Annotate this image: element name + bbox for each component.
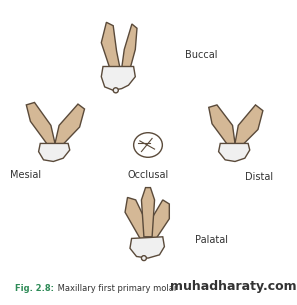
Text: Occlusal: Occlusal bbox=[127, 170, 169, 180]
Polygon shape bbox=[122, 24, 137, 68]
Polygon shape bbox=[39, 143, 70, 161]
Polygon shape bbox=[148, 200, 169, 241]
Circle shape bbox=[141, 256, 146, 260]
Polygon shape bbox=[235, 105, 263, 146]
Text: Fig. 2.8:: Fig. 2.8: bbox=[15, 284, 54, 293]
Polygon shape bbox=[26, 102, 55, 146]
Polygon shape bbox=[141, 188, 154, 237]
Text: Maxillary first primary molar: Maxillary first primary molar bbox=[55, 284, 177, 293]
Polygon shape bbox=[209, 105, 235, 146]
Polygon shape bbox=[125, 197, 148, 241]
Text: Distal: Distal bbox=[245, 172, 273, 182]
Polygon shape bbox=[219, 143, 250, 161]
Polygon shape bbox=[101, 66, 135, 90]
Text: Palatal: Palatal bbox=[195, 235, 228, 245]
Text: Buccal: Buccal bbox=[185, 50, 217, 60]
Polygon shape bbox=[101, 22, 120, 68]
Circle shape bbox=[113, 88, 118, 93]
Text: Mesial: Mesial bbox=[10, 170, 41, 180]
Text: muhadharaty.com: muhadharaty.com bbox=[170, 280, 297, 293]
Ellipse shape bbox=[134, 133, 162, 157]
Polygon shape bbox=[130, 237, 165, 258]
Polygon shape bbox=[55, 104, 85, 146]
